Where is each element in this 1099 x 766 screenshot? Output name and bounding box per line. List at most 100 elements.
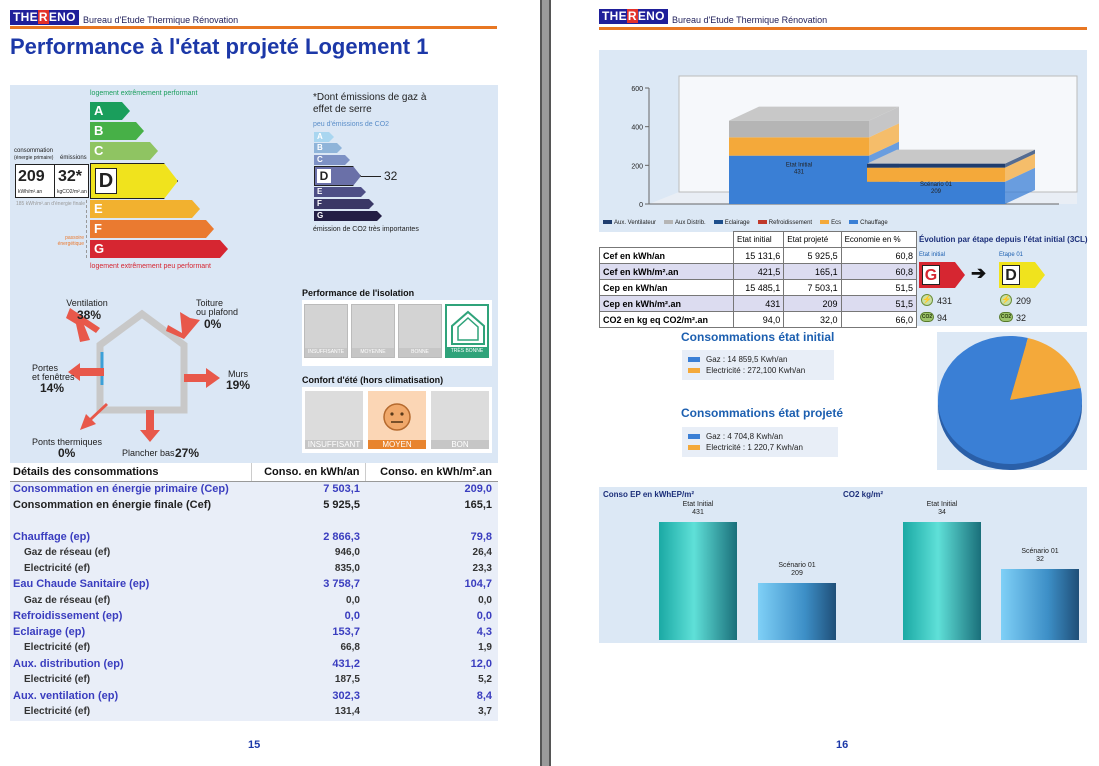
details-kwh: 0,0 bbox=[344, 610, 360, 623]
details-label: Gaz de réseau (ef) bbox=[24, 594, 111, 606]
stack-side-1-1 bbox=[1005, 153, 1035, 182]
stack-segment-1-0 bbox=[867, 181, 1005, 204]
stack-segment-0-0 bbox=[729, 155, 869, 204]
details-row: Refroidissement (ep) 0,0 0,0 bbox=[10, 608, 498, 624]
summary-row: Cef en kWh/m².an 421,5 165,1 60,8 bbox=[599, 263, 918, 280]
ventilation-arrow bbox=[66, 308, 100, 342]
summary-row: Cep en kWh/an 15 485,1 7 503,1 51,5 bbox=[599, 279, 918, 296]
details-row: Gaz de réseau (ef) 946,0 26,4 bbox=[10, 545, 498, 561]
summary-row: Cef en kWh/an 15 131,6 5 925,5 60,8 bbox=[599, 247, 918, 264]
ges-class-a: A bbox=[314, 132, 334, 142]
page-number: 16 bbox=[836, 739, 849, 751]
summary-saving: 51,5 bbox=[840, 295, 918, 312]
ges-value: 32 bbox=[384, 169, 398, 183]
y-tick-label: 600 bbox=[631, 86, 643, 93]
details-kwhm2: 209,0 bbox=[464, 483, 492, 496]
summary-header: Etat initial bbox=[732, 231, 785, 248]
details-kwh: 0,0 bbox=[346, 594, 360, 606]
bridges-label: Ponts thermiques bbox=[32, 437, 103, 447]
summary-initial: 421,5 bbox=[732, 263, 785, 280]
details-row: Consommation en énergie finale (Cef) 5 9… bbox=[10, 497, 498, 513]
legend-item: Aux Distrib. bbox=[664, 220, 706, 226]
company-name: Bureau d'Etude Thermique Rénovation bbox=[672, 15, 828, 25]
walls-arrow bbox=[184, 368, 220, 388]
house-check-icon bbox=[451, 310, 485, 345]
summary-header bbox=[599, 231, 734, 248]
details-label bbox=[10, 513, 251, 529]
ep-bar-label: Etat Initial 431 bbox=[682, 501, 714, 516]
evolution-initial-ep: 431 bbox=[937, 296, 953, 306]
details-kwhm2: 4,3 bbox=[476, 625, 492, 638]
details-label: Electricité (ef) bbox=[24, 674, 91, 686]
insulation-level-1: INSUFFISANTE bbox=[304, 304, 348, 358]
details-kwhm2: 1,9 bbox=[478, 642, 492, 654]
summary-table: Etat initial Etat projeté Economie en % Cef… bbox=[599, 231, 918, 328]
ges-class-c: C bbox=[314, 155, 350, 165]
evolution-step-label: Etape 01 bbox=[999, 252, 1024, 258]
summary-label: Cep en kWh/m².an bbox=[599, 295, 734, 312]
details-kwhm2 bbox=[366, 513, 498, 529]
arrow-right-icon: ➔ bbox=[971, 263, 987, 283]
details-kwh: 946,0 bbox=[334, 547, 360, 558]
ges-note: *Dont émissions de gaz à effet de serre bbox=[313, 92, 427, 115]
co2-cloud-icon: CO2 bbox=[999, 312, 1013, 322]
comfort-title: Confort d'été (hors climatisation) bbox=[302, 375, 444, 385]
dpe-current-class: D bbox=[90, 163, 178, 199]
details-row: Chauffage (ep) 2 866,3 79,8 bbox=[10, 529, 498, 545]
dpe-bottom-label: logement extrêmement peu performant bbox=[90, 263, 212, 270]
comfort-level-3: BON bbox=[431, 391, 489, 449]
ventilation-value: 38% bbox=[77, 308, 102, 322]
details-row bbox=[10, 513, 498, 529]
details-kwh: 835,0 bbox=[334, 562, 360, 574]
bar-total-label: 209 bbox=[931, 189, 942, 195]
ep-bar-0 bbox=[659, 522, 737, 640]
details-kwh: 5 925,5 bbox=[323, 498, 360, 511]
dpe-class-g: G bbox=[90, 240, 228, 258]
roof-label-2: ou plafond bbox=[196, 307, 239, 317]
evolution-title: Évolution par étape depuis l'état initia… bbox=[919, 235, 1088, 244]
insulation-scale: INSUFFISANTE MOYENNE BONNE TRÈS BONNE bbox=[302, 300, 492, 366]
summary-saving: 51,5 bbox=[840, 279, 918, 296]
windows-arrow bbox=[68, 363, 104, 381]
summary-projected: 165,1 bbox=[783, 263, 842, 280]
summary-row: CO2 en kg eq CO2/m².an 94,0 32,0 66,0 bbox=[599, 311, 918, 328]
consumption-label: consommation bbox=[14, 148, 54, 154]
bridges-arrow bbox=[80, 403, 108, 430]
y-tick-label: 200 bbox=[631, 163, 643, 170]
emissions-value: 32* bbox=[58, 168, 83, 185]
stack-side-1-2 bbox=[1005, 149, 1035, 168]
summary-saving: 66,0 bbox=[840, 311, 918, 328]
co2-chart-title: CO2 kg/m² bbox=[843, 490, 884, 499]
ges-bottom-label: émission de CO2 très importantes bbox=[313, 226, 419, 233]
evolution-step-ep: 209 bbox=[1016, 296, 1032, 306]
windows-label-2: et fenêtres bbox=[32, 372, 75, 382]
details-label: Chauffage (ep) bbox=[13, 530, 90, 543]
summary-initial: 94,0 bbox=[732, 311, 785, 328]
details-kwh: 66,8 bbox=[340, 642, 360, 654]
details-kwh: 2 866,3 bbox=[323, 530, 360, 543]
ep-bar-label: Scénario 01 209 bbox=[778, 562, 816, 577]
co2-bar-label: Scénario 01 32 bbox=[1021, 548, 1059, 563]
bar-total-label: 431 bbox=[794, 170, 805, 176]
summary-label: Cef en kWh/an bbox=[599, 247, 734, 264]
details-kwh: 3 758,7 bbox=[323, 578, 360, 591]
house-diagram bbox=[66, 308, 220, 442]
details-label: Refroidissement (ep) bbox=[13, 610, 123, 623]
details-kwhm2: 79,8 bbox=[470, 530, 492, 543]
energy-icon: ⚡ bbox=[1000, 294, 1012, 306]
details-kwhm2: 104,7 bbox=[464, 578, 492, 591]
floor-label: Plancher bas bbox=[122, 448, 175, 458]
walls-value: 19% bbox=[226, 378, 251, 392]
summary-saving: 60,8 bbox=[840, 263, 918, 280]
insulation-title: Performance de l'isolation bbox=[302, 288, 415, 298]
pie-slice-1 bbox=[1010, 338, 1081, 400]
details-row: Electricité (ef) 131,4 3,7 bbox=[10, 703, 498, 719]
bridges-value: 0% bbox=[58, 446, 76, 460]
dpe-top-label: logement extrêmement performant bbox=[90, 90, 198, 97]
dpe-value-box: 209 kWh/m².an 32* kgCO2/m².an bbox=[15, 164, 89, 198]
details-label: Gaz de réseau (ef) bbox=[24, 547, 111, 558]
summary-header-row: Etat initial Etat projeté Economie en % bbox=[599, 231, 918, 248]
bar-category-label: Scénario 01 bbox=[920, 182, 953, 188]
summary-header: Economie en % bbox=[840, 231, 918, 248]
details-kwhm2: 0,0 bbox=[476, 610, 492, 623]
